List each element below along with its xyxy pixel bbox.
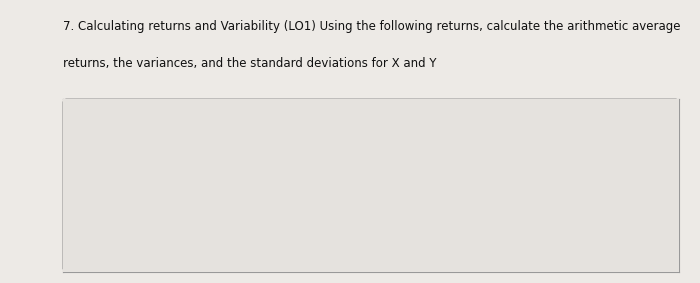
Text: 15%: 15% xyxy=(217,160,243,173)
Text: 13: 13 xyxy=(448,197,463,210)
Text: 4: 4 xyxy=(70,234,78,247)
Text: 5: 5 xyxy=(70,259,78,272)
Text: returns, the variances, and the standard deviations for X and Y: returns, the variances, and the standard… xyxy=(63,57,437,70)
Text: 7. Calculating returns and Variability (LO1) Using the following returns, calcul: 7. Calculating returns and Variability (… xyxy=(63,20,680,33)
Text: 15: 15 xyxy=(448,247,463,260)
Text: 7: 7 xyxy=(217,210,225,223)
Text: 3: 3 xyxy=(70,210,78,223)
Text: Year: Year xyxy=(70,130,95,143)
Text: 36: 36 xyxy=(448,173,463,186)
Text: 1: 1 xyxy=(70,160,78,173)
Text: Y: Y xyxy=(448,130,455,143)
Text: Returns: Returns xyxy=(421,105,468,118)
Text: 21%: 21% xyxy=(448,148,474,161)
Text: -13: -13 xyxy=(217,234,237,247)
Text: -26: -26 xyxy=(448,222,468,235)
Text: 2: 2 xyxy=(70,185,78,198)
Text: 26: 26 xyxy=(217,185,232,198)
Text: X: X xyxy=(217,130,225,143)
Text: 11: 11 xyxy=(217,259,232,272)
